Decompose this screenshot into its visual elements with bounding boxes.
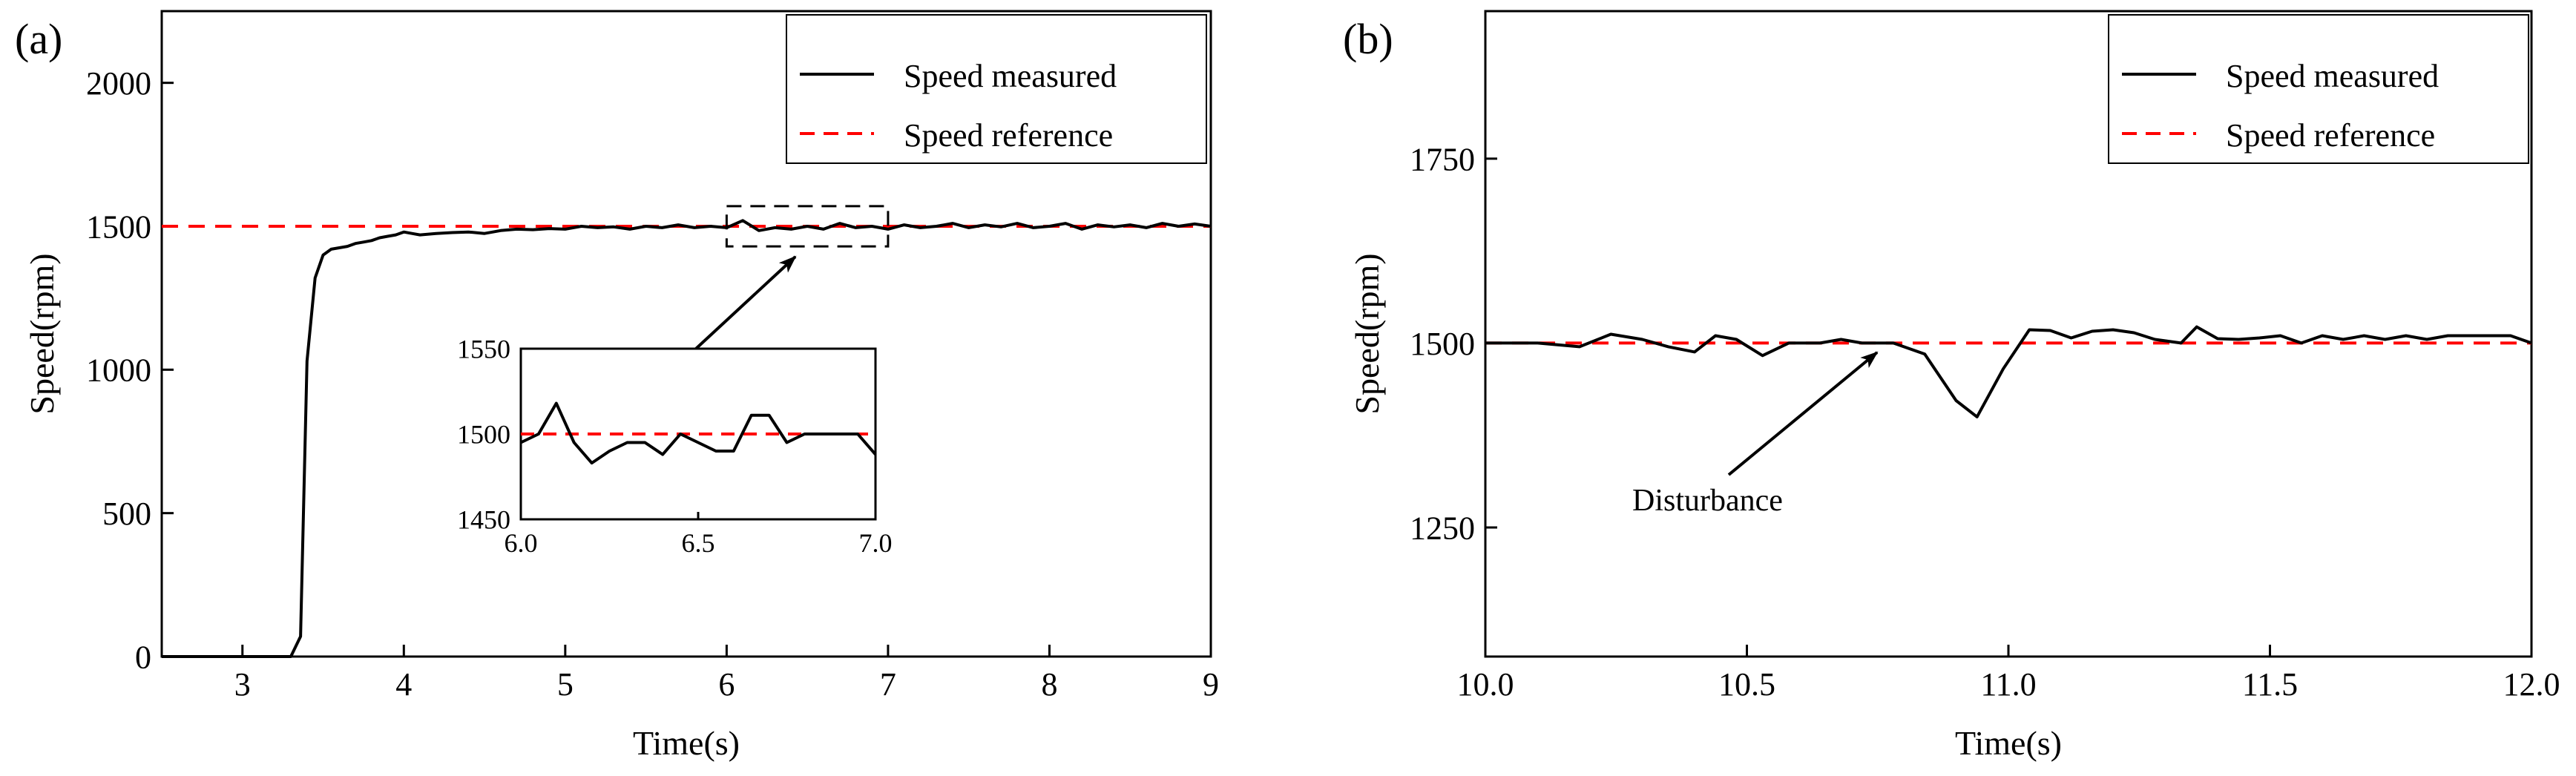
panel-a-xtick-label: 3 — [234, 666, 251, 703]
panel-a-xtick-label: 5 — [557, 666, 574, 703]
panel-b-xtick-label: 10.5 — [1718, 666, 1775, 703]
inset-ytick-label: 1500 — [457, 420, 510, 450]
panel-a-inset: 6.0 6.5 7.0 1450 1500 1550 — [457, 335, 893, 558]
inset-xtick-label: 7.0 — [859, 528, 893, 558]
legend-b-measured-label: Speed measured — [2226, 58, 2439, 94]
disturbance-annotation: Disturbance — [1632, 484, 1783, 518]
panel-b-xlabel: Time(s) — [1955, 724, 2062, 762]
panel-a-legend-box — [786, 14, 1207, 164]
panel-a: (a) 3 4 5 6 7 8 9 0 500 1000 1500 2000 6.0 6.5 7.0 145… — [15, 10, 1219, 762]
inset-ytick-label: 1450 — [457, 505, 510, 535]
panel-a-ticks: 3 4 5 6 7 8 9 0 500 1000 1500 2000 — [86, 65, 1219, 703]
panel-a-xlabel: Time(s) — [633, 724, 740, 762]
inset-xtick-label: 6.5 — [682, 528, 715, 558]
panel-a-ytick-label: 2000 — [86, 65, 151, 102]
panel-a-legend: Speed measured Speed reference — [786, 14, 1207, 164]
panel-a-xtick-label: 8 — [1041, 666, 1057, 703]
panel-a-xtick-label: 9 — [1203, 666, 1219, 703]
panel-b-ylabel: Speed(rpm) — [1348, 253, 1386, 414]
panel-a-xtick-label: 4 — [395, 666, 412, 703]
legend-a-measured-label: Speed measured — [904, 58, 1117, 94]
panel-b-xtick-label: 11.5 — [2242, 666, 2298, 703]
panel-a-zoom-box — [725, 205, 890, 248]
panel-a-label: (a) — [15, 15, 62, 63]
panel-b-ytick-label: 1500 — [1410, 326, 1475, 362]
panel-b-ytick-label: 1250 — [1410, 510, 1475, 546]
panel-b-xtick-label: 10.0 — [1457, 666, 1514, 703]
inset-ytick-label: 1550 — [457, 335, 510, 364]
panel-b-legend: Speed measured Speed reference — [2108, 14, 2529, 164]
panel-b-xtick-label: 11.0 — [1980, 666, 2036, 703]
panel-a-xtick-label: 7 — [880, 666, 896, 703]
panel-b-measured-line — [1485, 325, 2532, 418]
inset-ticks: 6.0 6.5 7.0 1450 1500 1550 — [457, 335, 893, 558]
panel-b: (b) 10.0 10.5 11.0 11.5 12.0 1250 1500 1750 Spe… — [1343, 10, 2560, 762]
panel-b-ytick-label: 1750 — [1410, 141, 1475, 177]
panel-b-ticks: 10.0 10.5 11.0 11.5 12.0 1250 1500 1750 — [1410, 141, 2560, 703]
legend-b-reference-label: Speed reference — [2226, 117, 2435, 154]
panel-a-ytick-label: 1000 — [86, 352, 151, 389]
panel-a-ytick-label: 0 — [135, 639, 151, 675]
panel-a-measured-line — [162, 219, 1212, 658]
panel-a-frame — [160, 10, 1212, 658]
inset-xtick-label: 6.0 — [505, 528, 538, 558]
panel-b-label: (b) — [1343, 15, 1393, 63]
panel-a-xtick-label: 6 — [718, 666, 735, 703]
panel-b-legend-box — [2108, 14, 2529, 164]
panel-a-ytick-label: 500 — [102, 496, 151, 532]
disturbance-arrow — [1727, 351, 1879, 476]
panel-a-ytick-label: 1500 — [86, 208, 151, 245]
legend-a-reference-label: Speed reference — [904, 117, 1113, 154]
inset-measured-line — [520, 401, 877, 465]
panel-b-xtick-label: 12.0 — [2503, 666, 2560, 703]
panel-a-zoom-arrow — [694, 255, 797, 350]
panel-a-ylabel: Speed(rpm) — [23, 253, 61, 414]
